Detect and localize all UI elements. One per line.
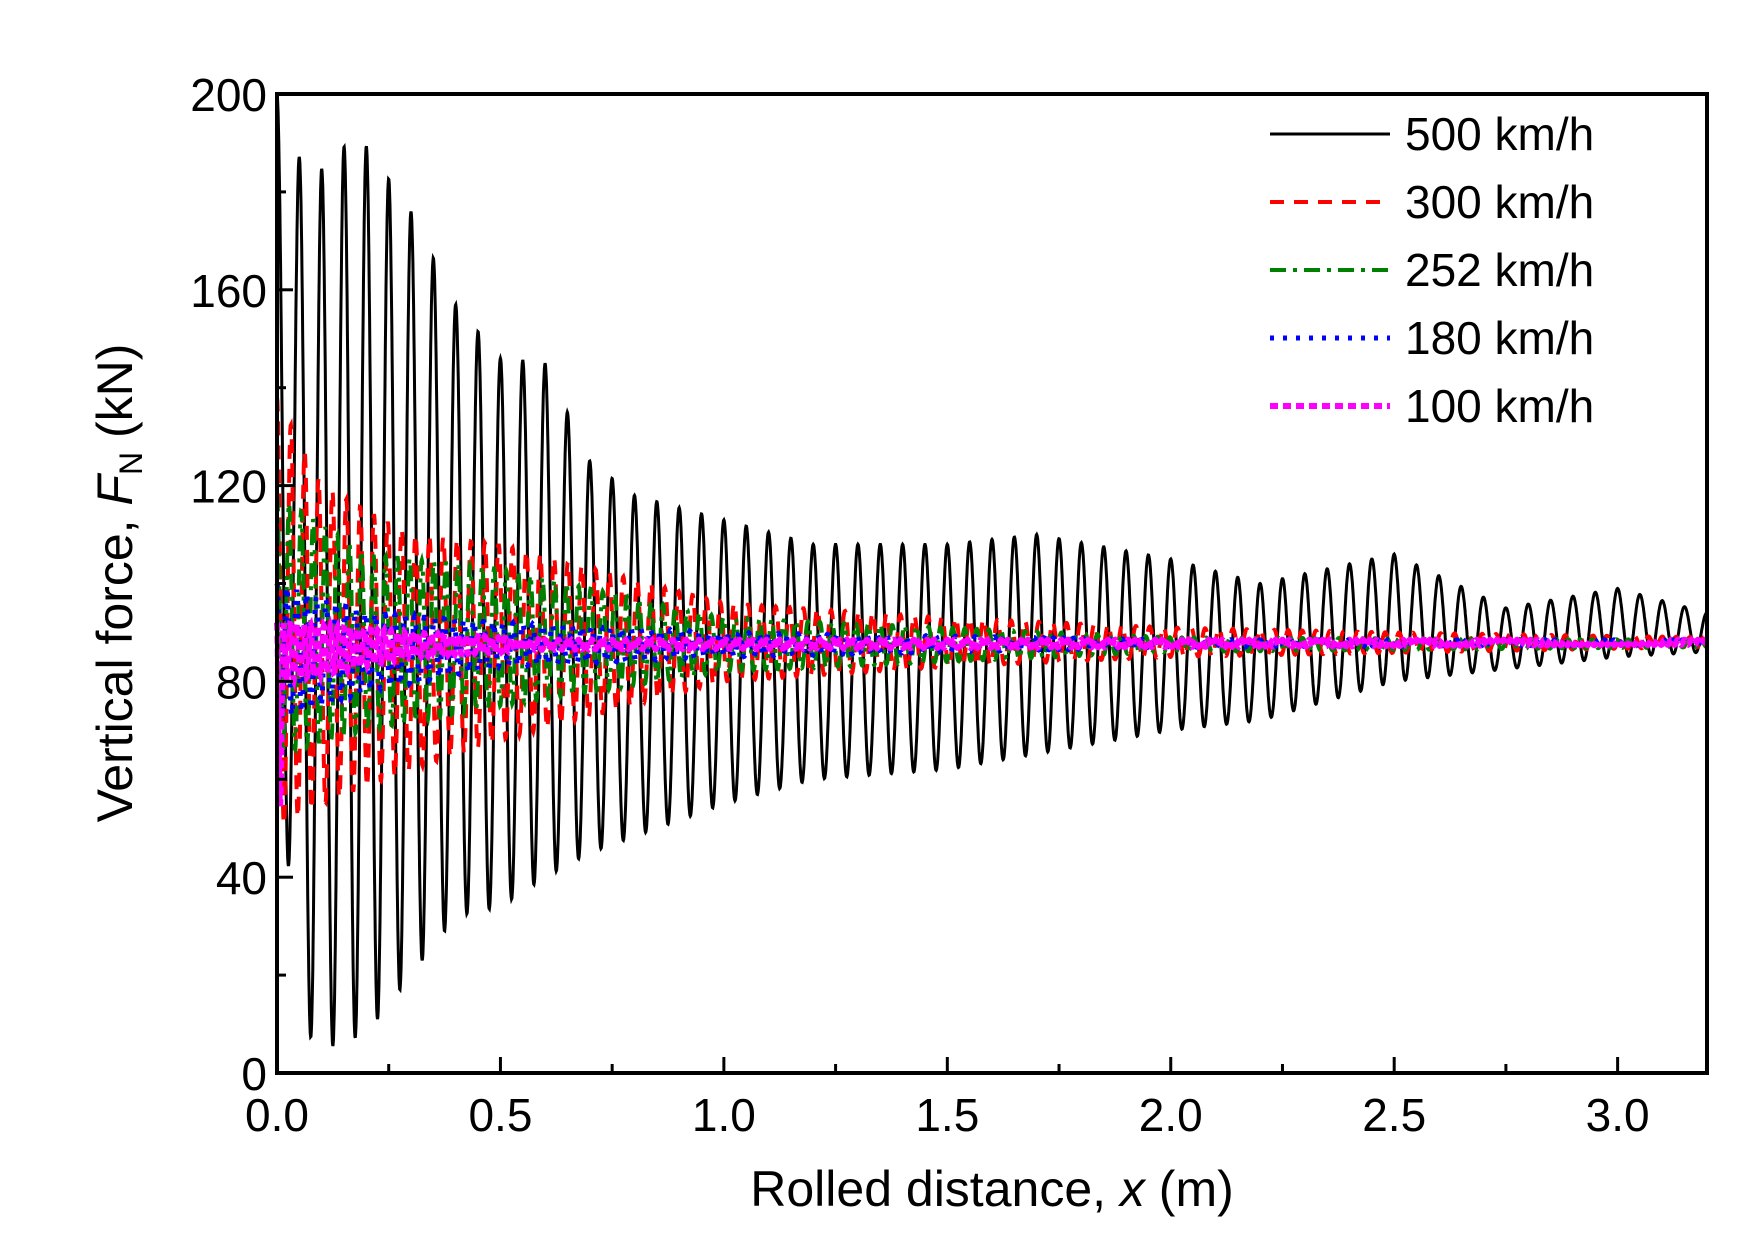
- x-tick-label: 2.0: [1139, 1089, 1203, 1141]
- series-line-500-km-h: [275, 93, 1708, 1047]
- legend-item: 100 km/h: [1270, 380, 1594, 432]
- y-tick-label: 160: [190, 265, 267, 317]
- legend-item: 180 km/h: [1270, 312, 1594, 364]
- legend-label: 500 km/h: [1405, 108, 1594, 160]
- y-tick-label: 40: [216, 852, 267, 904]
- y-axis-label: Vertical force, FN (kN): [87, 344, 149, 823]
- legend-item: 300 km/h: [1270, 176, 1594, 228]
- legend-label: 252 km/h: [1405, 244, 1594, 296]
- legend-label: 100 km/h: [1405, 380, 1594, 432]
- ticks-layer: 0.0 0.5 1.0 1.5 2.0 2.5 3.0 0 40 80 120 160 200: [190, 69, 1649, 1141]
- legend-label: 180 km/h: [1405, 312, 1594, 364]
- x-tick-label: 1.5: [915, 1089, 979, 1141]
- y-tick-label: 200: [190, 69, 267, 121]
- legend: 500 km/h 300 km/h 252 km/h 180 km/h 100 km/h: [1270, 108, 1594, 432]
- legend-label: 300 km/h: [1405, 176, 1594, 228]
- y-tick-label: 120: [190, 461, 267, 513]
- legend-item: 252 km/h: [1270, 244, 1594, 296]
- x-tick-label: 1.0: [692, 1089, 756, 1141]
- y-tick-label: 80: [216, 656, 267, 708]
- x-tick-label: 3.0: [1586, 1089, 1650, 1141]
- series-line-100-km-h: [274, 614, 1710, 807]
- x-tick-label: 2.5: [1362, 1089, 1426, 1141]
- series-layer: [274, 93, 1710, 1047]
- x-axis-label: Rolled distance, x (m): [750, 1161, 1234, 1217]
- legend-item: 500 km/h: [1270, 108, 1594, 160]
- x-tick-label: 0.0: [245, 1089, 309, 1141]
- y-tick-label: 0: [241, 1048, 267, 1100]
- x-tick-label: 0.5: [468, 1089, 532, 1141]
- series-line-300-km-h: [275, 397, 1709, 825]
- plot-frame: [275, 92, 1709, 1075]
